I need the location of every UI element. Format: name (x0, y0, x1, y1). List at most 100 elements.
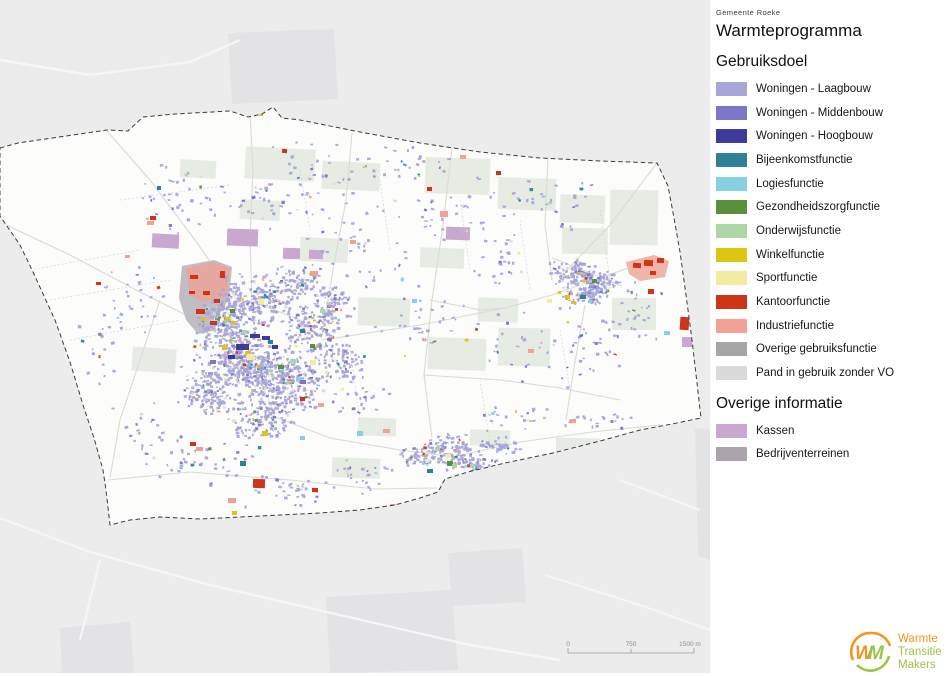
building (275, 289, 280, 293)
building-kantoor (190, 442, 196, 446)
building (515, 345, 520, 348)
building (548, 201, 552, 205)
building-cluster (318, 343, 367, 384)
building (239, 296, 242, 300)
building (360, 361, 364, 364)
building (342, 177, 345, 182)
building-kantoor (496, 171, 501, 175)
building (267, 297, 272, 301)
outside-road (78, 559, 102, 641)
building (334, 308, 339, 311)
building (112, 299, 116, 302)
building (591, 294, 596, 298)
building-gezondheid (592, 279, 597, 283)
building (256, 406, 260, 410)
building (280, 371, 285, 375)
municipality-interior (0, 107, 701, 525)
building (579, 270, 584, 273)
building (278, 485, 282, 489)
building (265, 368, 269, 371)
building (300, 402, 305, 407)
legend-label: Gezondheidszorgfunctie (756, 201, 881, 214)
building (261, 295, 266, 299)
building (277, 396, 280, 399)
building (195, 331, 198, 335)
building (630, 290, 634, 295)
building (297, 387, 301, 391)
building (247, 340, 250, 344)
building (252, 310, 256, 314)
kassen-area (151, 233, 180, 249)
legend-label: Bijeenkomstfunctie (756, 153, 853, 166)
building (494, 460, 497, 463)
legend-swatch (716, 200, 747, 215)
building (457, 461, 462, 465)
outside-road (544, 573, 710, 632)
building (578, 267, 582, 271)
building (325, 250, 330, 254)
building (292, 421, 296, 425)
building-logies (300, 436, 305, 440)
building (479, 221, 483, 225)
building (341, 375, 346, 378)
building (524, 428, 527, 430)
building (333, 316, 338, 320)
road (429, 299, 506, 311)
building (450, 436, 455, 441)
building (425, 329, 430, 333)
building (589, 183, 594, 187)
building (275, 272, 278, 276)
building (306, 320, 311, 325)
building (264, 186, 269, 191)
building (201, 373, 204, 376)
legend-item: Gezondheidszorgfunctie (716, 195, 952, 219)
building (365, 398, 368, 402)
building (249, 369, 254, 373)
building (505, 239, 510, 242)
building (363, 241, 368, 245)
building (284, 373, 286, 377)
building (465, 447, 469, 450)
building (419, 307, 423, 312)
building (551, 272, 554, 275)
building (343, 360, 348, 364)
building (203, 341, 208, 343)
building (217, 403, 222, 408)
building (529, 188, 534, 192)
building (310, 310, 314, 314)
building (450, 458, 453, 462)
building (269, 360, 274, 364)
building (221, 300, 224, 304)
building (404, 257, 408, 260)
building (330, 354, 333, 358)
building (296, 335, 301, 339)
building (565, 269, 569, 273)
building (171, 180, 175, 183)
building (327, 363, 332, 367)
building (218, 275, 221, 278)
building (234, 473, 239, 478)
building (232, 340, 237, 343)
building (269, 300, 272, 303)
building (223, 191, 226, 194)
building (260, 397, 263, 400)
building (238, 291, 243, 296)
building (225, 410, 230, 414)
building (426, 460, 430, 463)
building (211, 316, 215, 319)
building (325, 292, 329, 296)
building (258, 312, 262, 315)
building (328, 322, 333, 325)
building (258, 400, 262, 403)
building (224, 351, 228, 353)
building (280, 319, 285, 323)
field-patch (244, 146, 316, 182)
building-midden (300, 380, 306, 384)
building (281, 426, 286, 430)
building (312, 313, 316, 317)
building (468, 458, 472, 462)
building (599, 287, 604, 292)
building (216, 312, 221, 317)
building (307, 479, 311, 483)
building (465, 205, 468, 208)
